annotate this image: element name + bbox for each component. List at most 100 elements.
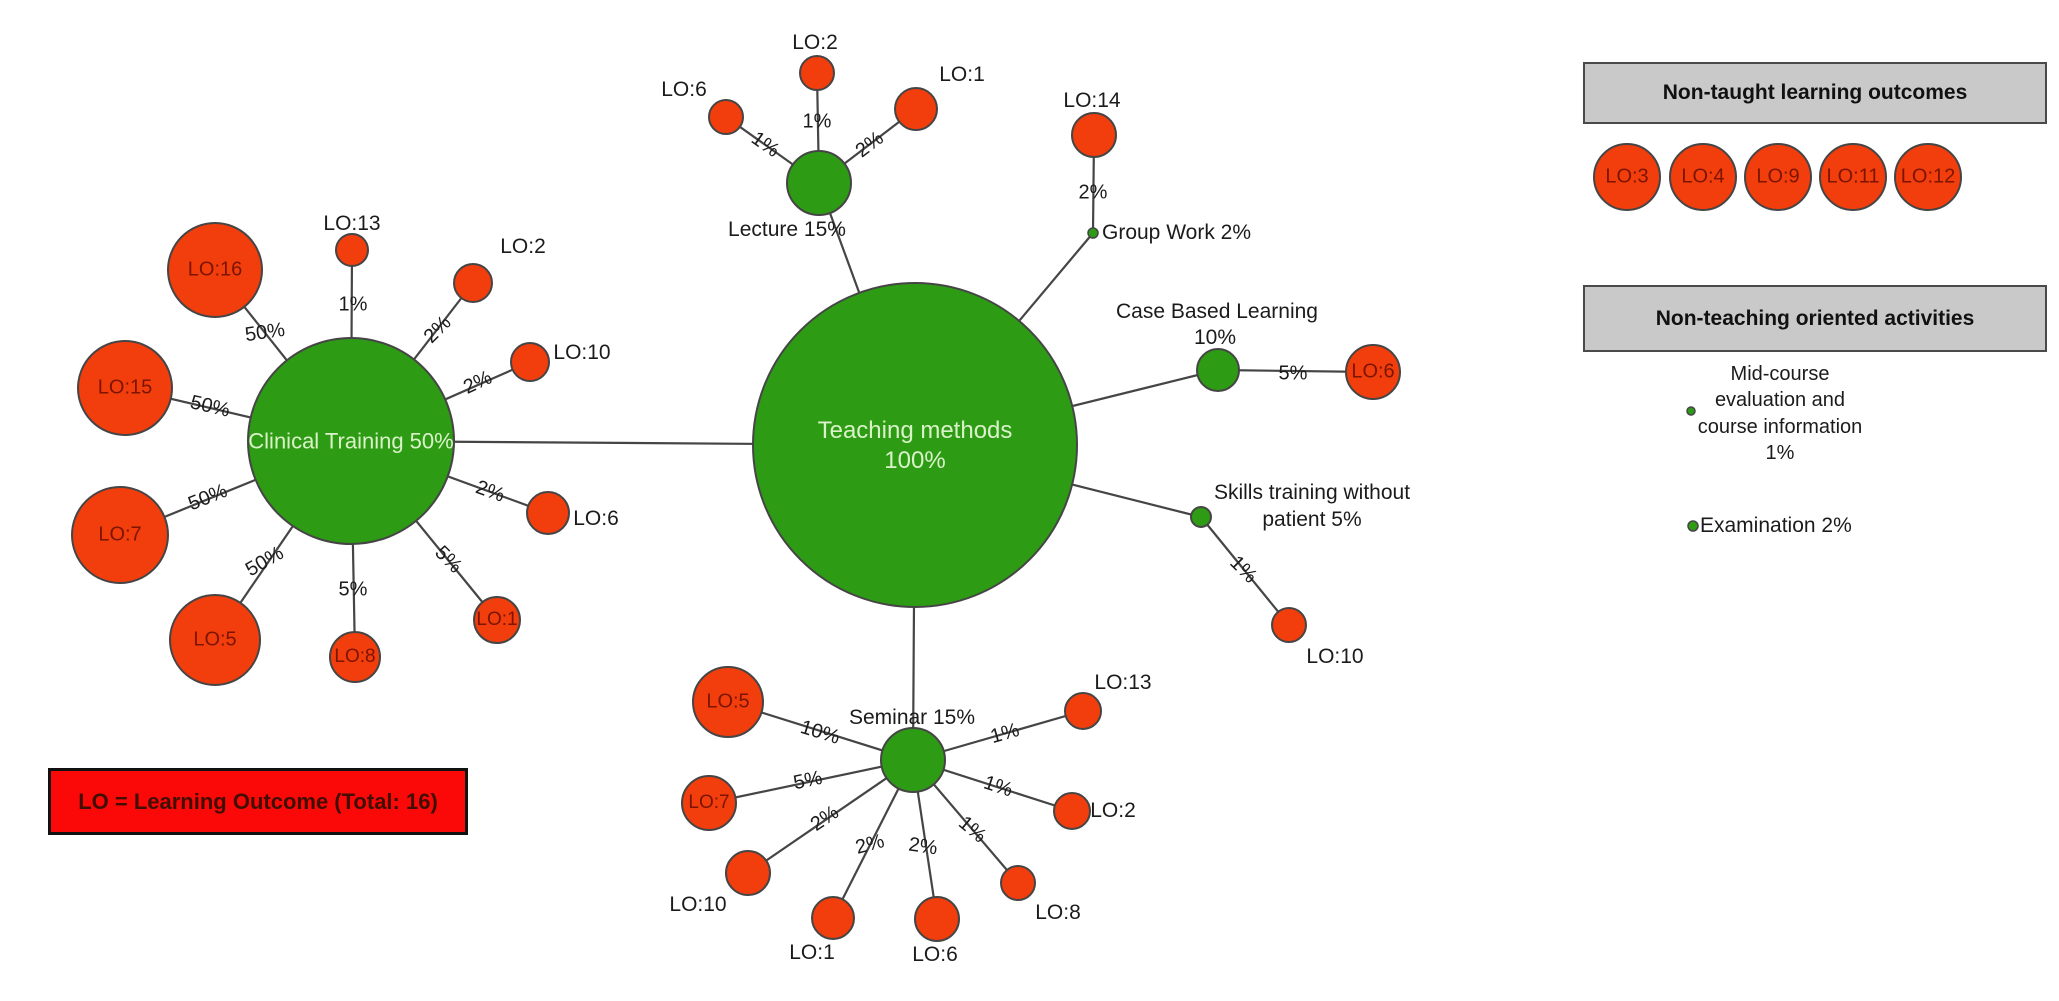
midcourse-dot <box>1686 406 1696 416</box>
clinical-lo13-label: LO:13 <box>323 211 381 235</box>
clinical-lo10-label: LO:10 <box>553 340 611 364</box>
midcourse-line3: course information <box>1697 416 1863 438</box>
clinical-lo5-label: LO:5 <box>193 628 237 651</box>
clinical-lo6-label: LO:6 <box>573 506 619 530</box>
clinical-lo2-node <box>453 263 493 303</box>
seminar-lo6-pct: 2% <box>907 833 939 860</box>
clinical-lo6-node <box>526 491 570 535</box>
groupwork-lo14-label: LO:14 <box>1063 88 1121 112</box>
seminar-lo5-node <box>692 666 764 738</box>
seminar-lo8-node <box>1000 865 1036 901</box>
groupwork-lo14-node <box>1071 112 1117 158</box>
skills-training-label-line2: patient 5% <box>1262 507 1362 531</box>
clinical-lo8-node <box>329 631 381 683</box>
groupwork-lo14-pct: 2% <box>1078 181 1108 204</box>
clinical-lo13-node <box>335 233 369 267</box>
panel-lo11-node <box>1819 143 1887 211</box>
clinical-lo7-node <box>71 486 169 584</box>
panel-lo3-node <box>1593 143 1661 211</box>
panel-lo12-node <box>1894 143 1962 211</box>
case-based-learning-node <box>1196 348 1240 392</box>
teaching-methods-label-line2: 100% <box>884 447 946 475</box>
clinical-lo15-node <box>77 340 173 436</box>
midcourse-line1: Mid-course <box>1730 363 1830 386</box>
examination-label: Examination 2% <box>1700 514 1852 537</box>
clinical-lo5-node <box>169 594 261 686</box>
lecture-lo-nodes <box>708 55 938 135</box>
seminar-label: Seminar 15% <box>848 705 976 729</box>
examination-dot <box>1687 520 1699 532</box>
lecture-label: Lecture 15% <box>728 217 846 241</box>
panel-lo12-label: LO:12 <box>1900 165 1956 188</box>
seminar-lo7-node <box>681 775 737 831</box>
clinical-lo8-label: LO:8 <box>334 646 376 668</box>
clinical-lo10-node <box>510 342 550 382</box>
seminar-lo10-label: LO:10 <box>669 892 727 916</box>
lecture-lo2-label: LO:2 <box>792 30 838 54</box>
clinical-lo2-label: LO:2 <box>500 234 546 258</box>
clinical-lo-nodes <box>71 222 570 686</box>
legend-box: LO = Learning Outcome (Total: 16) <box>48 768 468 835</box>
seminar-lo2-label: LO:2 <box>1090 798 1136 822</box>
seminar-lo5-label: LO:5 <box>706 690 750 713</box>
seminar-lo-nodes <box>681 666 1102 942</box>
skills-lo10-label: LO:10 <box>1306 644 1364 668</box>
lecture-lo1-label: LO:1 <box>939 62 985 86</box>
seminar-lo13-label: LO:13 <box>1094 670 1152 694</box>
skills-training-label-line1: Skills training without <box>1213 480 1411 504</box>
lecture-lo6-node <box>708 99 744 135</box>
skills-lo10-edge <box>1200 516 1290 626</box>
cbl-lo6-node <box>1345 344 1401 400</box>
case-based-learning-label-line1: Case Based Learning <box>1116 299 1318 323</box>
non-teaching-header-text: Non-teaching oriented activities <box>1655 306 1975 330</box>
case-based-learning-label-line2: 10% <box>1193 325 1237 349</box>
teaching-methods-label-line1: Teaching methods <box>817 417 1013 445</box>
seminar-lo7-label: LO:7 <box>688 792 730 814</box>
lecture-lo1-node <box>894 87 938 131</box>
seminar-lo1-node <box>811 896 855 940</box>
cbl-lo6-pct: 5% <box>1278 362 1308 385</box>
group-work-node <box>1087 227 1099 239</box>
seminar-lo6-label: LO:6 <box>912 942 958 966</box>
seminar-lo10-node <box>725 850 771 896</box>
non-taught-header: Non-taught learning outcomes <box>1583 62 2047 124</box>
legend-text: LO = Learning Outcome (Total: 16) <box>78 788 438 814</box>
clinical-lo16-node <box>167 222 263 318</box>
seminar-lo1-label: LO:1 <box>789 940 835 964</box>
skills-training-node <box>1190 506 1212 528</box>
group-work-label: Group Work 2% <box>1102 220 1251 244</box>
clinical-lo8-pct: 5% <box>338 578 368 601</box>
cbl-lo6-label: LO:6 <box>1351 360 1395 383</box>
clinical-lo16-label: LO:16 <box>187 258 243 281</box>
non-teaching-header: Non-teaching oriented activities <box>1583 285 2047 352</box>
seminar-node <box>880 727 946 793</box>
seminar-lo8-label: LO:8 <box>1035 900 1081 924</box>
clinical-training-node <box>247 337 455 545</box>
panel-lo11-label: LO:11 <box>1826 165 1880 188</box>
lecture-lo2-node <box>799 55 835 91</box>
panel-lo3-label: LO:3 <box>1605 165 1649 188</box>
clinical-lo1-node <box>473 596 521 644</box>
clinical-training-label: Clinical Training 50% <box>248 428 454 454</box>
seminar-lo6-node <box>914 896 960 942</box>
panel-lo4-node <box>1669 143 1737 211</box>
teaching-methods-node <box>752 282 1078 608</box>
panel-lo4-label: LO:4 <box>1681 165 1725 188</box>
midcourse-evaluation-label: Mid-course evaluation and course informa… <box>1698 361 1863 467</box>
seminar-lo13-node <box>1064 692 1102 730</box>
non-taught-header-text: Non-taught learning outcomes <box>1662 81 1968 104</box>
midcourse-line4: 1% <box>1765 442 1795 465</box>
panel-lo9-label: LO:9 <box>1756 165 1800 188</box>
skills-lo10-node <box>1271 607 1307 643</box>
seminar-lo2-node <box>1053 792 1091 830</box>
clinical-lo15-label: LO:15 <box>97 376 153 399</box>
midcourse-line2: evaluation and <box>1714 389 1846 412</box>
non-taught-lo-nodes <box>1593 143 1962 211</box>
lecture-node <box>786 150 852 216</box>
panel-lo9-node <box>1744 143 1812 211</box>
clinical-lo7-label: LO:7 <box>98 523 142 546</box>
lecture-lo2-pct: 1% <box>802 110 832 133</box>
clinical-lo1-label: LO:1 <box>476 609 518 631</box>
